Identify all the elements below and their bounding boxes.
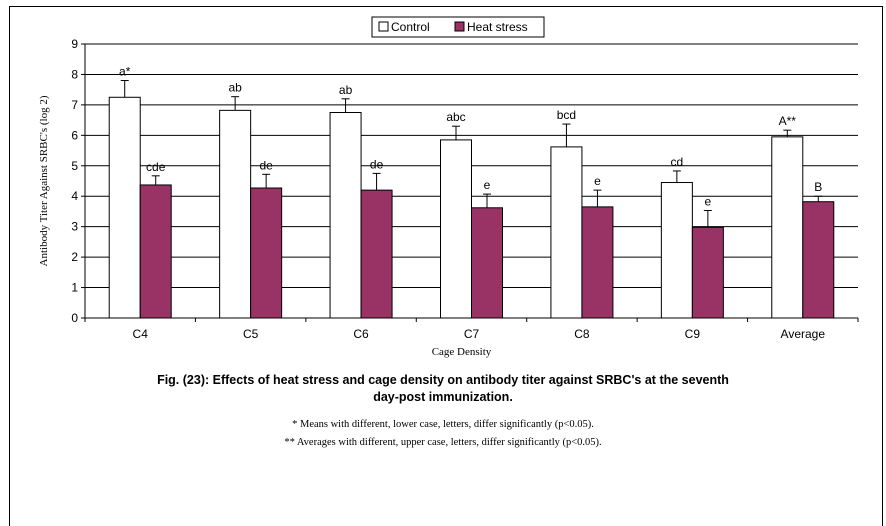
y-tick-label: 7 <box>71 98 78 112</box>
bar-heat-stress <box>250 187 283 319</box>
significance-label: de <box>370 157 384 171</box>
bar-heat-stress <box>471 207 503 319</box>
bar-control <box>108 96 141 319</box>
y-tick-label: 8 <box>71 67 78 81</box>
significance-label: e <box>705 195 712 209</box>
bar-control <box>771 136 804 319</box>
y-tick-label: 3 <box>71 220 78 234</box>
y-tick-label: 1 <box>71 281 78 295</box>
x-tick-label: C4 <box>133 327 149 341</box>
y-tick-label: 5 <box>71 159 78 173</box>
bar-heat-stress <box>691 226 724 319</box>
bar-control <box>219 109 252 319</box>
figure-caption-line-2: day-post immunization. <box>373 390 513 404</box>
y-tick-label: 4 <box>71 189 78 203</box>
y-axis-title: Antibody Titer Against SRBC's (log 2) <box>38 95 50 266</box>
significance-label: cde <box>146 160 166 174</box>
significance-label: ab <box>339 83 353 97</box>
y-tick-label: 6 <box>71 128 78 142</box>
y-tick-label: 2 <box>71 250 78 264</box>
bar-heat-stress <box>360 189 393 319</box>
figure-frame <box>9 6 883 526</box>
bar-control <box>550 146 583 319</box>
significance-label: e <box>484 178 491 192</box>
bar-heat-stress <box>581 206 614 319</box>
significance-label: ab <box>228 81 242 95</box>
significance-label: e <box>594 174 601 188</box>
x-tick-label: C7 <box>464 327 480 341</box>
footnote-averages: ** Averages with different, upper case, … <box>284 437 602 448</box>
x-tick-label: C5 <box>243 327 259 341</box>
bar-heat-stress <box>139 184 172 319</box>
bar-heat-stress <box>802 201 835 319</box>
footnote-means: * Means with different, lower case, lett… <box>292 419 594 430</box>
significance-label: de <box>259 158 273 172</box>
significance-label: bcd <box>557 108 576 122</box>
legend-label-heat-stress: Heat stress <box>467 20 528 34</box>
significance-label: a* <box>119 65 131 79</box>
y-tick-label: 0 <box>71 311 78 325</box>
x-axis-title: Cage Density <box>432 346 492 358</box>
legend-swatch-control <box>378 21 389 32</box>
significance-label: A** <box>779 114 797 128</box>
x-tick-label: C9 <box>685 327 701 341</box>
figure-caption-line-1: Fig. (23): Effects of heat stress and ca… <box>157 373 729 387</box>
significance-label: B <box>814 180 822 194</box>
y-tick-label: 9 <box>71 37 78 51</box>
bar-control <box>440 139 472 319</box>
bar-control <box>660 182 693 319</box>
x-tick-label: C6 <box>353 327 369 341</box>
bar-chart: 0 1 2 3 4 5 6 7 8 9 C4 C5 C6 C7 C8 C9 Average a* ab ab abc bc… <box>38 16 859 358</box>
significance-label: cd <box>671 155 684 169</box>
legend-label-control: Control <box>391 20 430 34</box>
significance-label: abc <box>446 110 465 124</box>
legend-swatch-heat-stress <box>454 21 465 32</box>
x-tick-label: C8 <box>574 327 590 341</box>
x-tick-label: Average <box>781 327 826 341</box>
bar-control <box>329 112 362 319</box>
